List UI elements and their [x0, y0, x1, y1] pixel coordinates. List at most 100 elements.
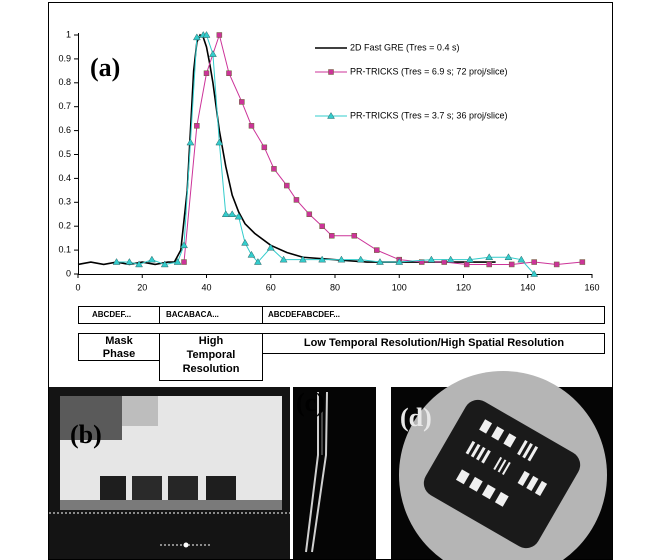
data-point — [216, 32, 223, 38]
data-point — [221, 210, 230, 217]
panel-label: (b) — [70, 420, 102, 449]
data-point — [508, 261, 515, 268]
legend-label: PR-TRICKS (Tres = 6.9 s; 72 proj/slice) — [350, 66, 507, 76]
data-point — [351, 233, 358, 239]
sequence-label: ABCDEFABCDEF... — [268, 310, 340, 319]
data-point — [517, 255, 526, 263]
phase-label: Mask — [105, 335, 133, 347]
data-point — [298, 255, 307, 263]
panel-label: (d) — [400, 403, 432, 432]
data-point — [337, 255, 346, 263]
data-point — [427, 255, 436, 263]
data-point — [215, 138, 224, 146]
data-point — [203, 70, 210, 76]
data-point — [553, 261, 560, 268]
data-point — [261, 144, 268, 151]
y-tick-label: 0.6 — [58, 125, 71, 135]
data-point — [329, 233, 335, 239]
y-tick-label: 0 — [66, 268, 71, 278]
data-point — [328, 69, 334, 75]
data-point — [147, 255, 156, 263]
phase-box — [262, 333, 605, 354]
data-point — [486, 261, 492, 268]
data-point — [202, 31, 211, 38]
data-point — [192, 33, 201, 41]
data-point — [266, 243, 275, 251]
data-point — [279, 255, 288, 263]
data-point — [418, 259, 425, 265]
data-point — [306, 211, 313, 217]
y-tick-label: 0.4 — [58, 173, 71, 183]
data-point — [181, 259, 187, 265]
data-point — [228, 210, 237, 217]
data-point — [327, 112, 335, 119]
data-point — [374, 247, 380, 253]
y-tick-label: 0.5 — [58, 149, 71, 159]
data-point — [239, 99, 245, 105]
data-point — [284, 182, 290, 189]
data-point — [356, 255, 365, 263]
data-line — [77, 33, 496, 266]
data-point — [395, 258, 404, 265]
sequence-label: ABCDEF... — [92, 310, 131, 319]
image-b — [49, 387, 290, 559]
data-point — [208, 50, 217, 57]
data-point — [446, 255, 455, 263]
x-tick-label: 20 — [137, 282, 147, 292]
x-tick-label: 80 — [330, 282, 340, 292]
data-point — [271, 166, 277, 172]
phase-box — [159, 333, 263, 381]
x-tick-label: 60 — [266, 282, 276, 292]
phase-label: Phase — [103, 348, 135, 360]
data-point — [318, 255, 327, 263]
data-point — [319, 223, 325, 229]
data-point — [180, 241, 188, 249]
x-tick-label: 0 — [75, 282, 80, 292]
x-tick-label: 100 — [392, 282, 407, 292]
data-point — [463, 261, 470, 268]
image-c — [293, 387, 376, 559]
x-tick-label: 40 — [201, 282, 211, 292]
y-tick-label: 0.3 — [58, 197, 71, 207]
y-tick-label: 0.1 — [58, 244, 71, 254]
data-point — [241, 238, 249, 246]
phase-label: Low Temporal Resolution/High Spatial Res… — [304, 337, 564, 349]
y-tick-label: 0.7 — [58, 101, 71, 111]
phase-label: Resolution — [183, 363, 240, 375]
x-tick-label: 140 — [520, 282, 535, 292]
data-point — [530, 270, 539, 277]
data-point — [531, 259, 537, 265]
y-tick-label: 1 — [66, 29, 71, 39]
timeline — [78, 306, 605, 381]
panel-label: (c) — [296, 388, 325, 417]
data-line — [116, 34, 535, 275]
sequence-bar — [78, 306, 605, 324]
data-point — [293, 197, 300, 203]
data-point — [173, 258, 182, 265]
data-point — [226, 70, 232, 76]
data-point — [186, 138, 195, 146]
data-point — [376, 258, 384, 265]
data-point — [247, 250, 256, 258]
x-tick-label: 160 — [584, 282, 599, 292]
data-point — [465, 255, 474, 263]
data-point — [579, 259, 586, 265]
data-point — [504, 253, 513, 261]
y-tick-label: 0.9 — [58, 53, 71, 63]
legend-label: PR-TRICKS (Tres = 3.7 s; 36 proj/slice) — [350, 110, 507, 120]
y-tick-label: 0.2 — [58, 221, 71, 231]
data-point — [125, 258, 134, 265]
data-point — [441, 259, 447, 265]
data-point — [194, 123, 200, 129]
sequence-label: BACABACA... — [166, 310, 219, 319]
data-point — [112, 258, 121, 265]
data-point — [135, 260, 143, 268]
panel-label: (a) — [90, 53, 120, 82]
data-point — [234, 212, 243, 220]
data-point — [160, 260, 169, 268]
phase-label: Temporal — [187, 349, 236, 361]
data-point — [485, 253, 494, 261]
x-tick-label: 120 — [456, 282, 471, 292]
phase-label: High — [199, 335, 224, 347]
